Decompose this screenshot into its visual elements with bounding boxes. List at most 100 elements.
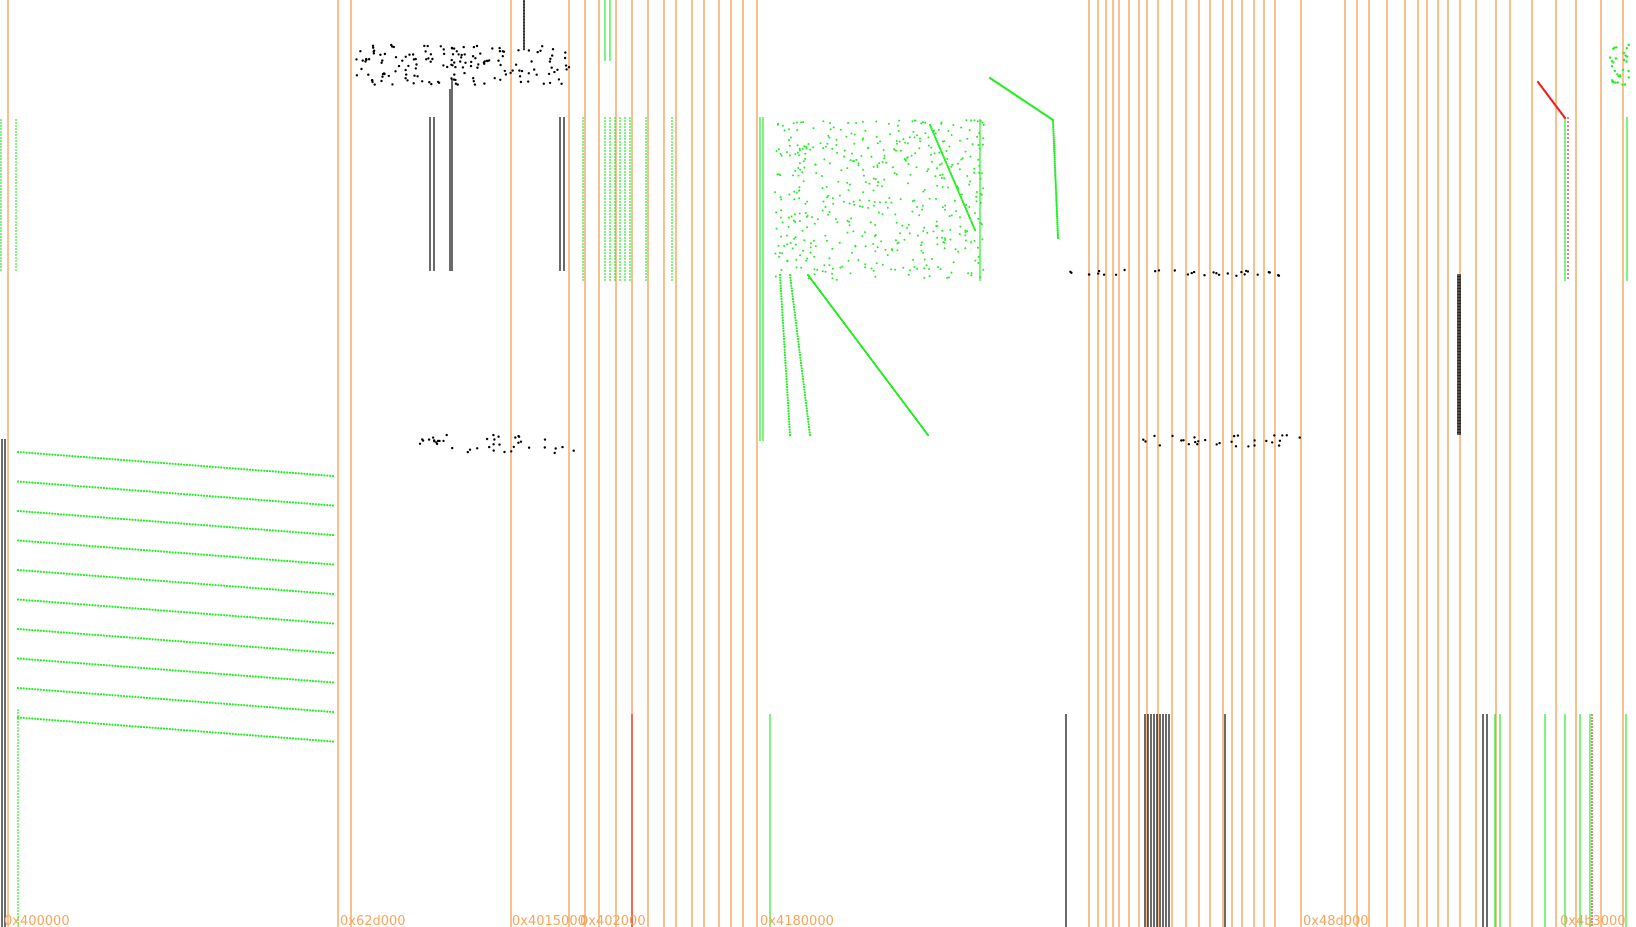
access-point	[1, 841, 3, 843]
access-point	[223, 673, 226, 676]
access-point	[429, 221, 431, 223]
access-point	[629, 132, 631, 134]
access-point	[789, 276, 792, 279]
access-point	[831, 197, 834, 200]
access-point	[17, 811, 19, 813]
access-point	[331, 504, 335, 507]
access-point	[1, 769, 3, 771]
access-point	[759, 161, 761, 163]
access-point	[559, 237, 561, 239]
access-point	[108, 516, 111, 520]
access-point	[88, 662, 91, 666]
access-point	[759, 183, 761, 185]
access-point	[881, 185, 884, 188]
access-point	[291, 589, 294, 593]
access-point	[1, 619, 3, 621]
access-point	[759, 407, 761, 409]
access-point	[1055, 209, 1058, 212]
access-point	[1147, 738, 1149, 740]
access-point	[271, 617, 274, 621]
access-point	[762, 401, 764, 403]
access-point	[875, 135, 878, 138]
access-point	[857, 162, 860, 165]
access-point	[614, 123, 616, 125]
access-point	[283, 648, 286, 651]
access-point	[563, 125, 565, 127]
access-point	[1, 705, 3, 707]
access-point	[331, 651, 335, 655]
access-point	[449, 257, 451, 259]
access-point	[323, 533, 326, 536]
access-point	[1065, 822, 1067, 824]
access-point	[451, 137, 453, 139]
access-point	[878, 211, 880, 214]
access-point	[4, 641, 6, 643]
access-point	[228, 614, 231, 617]
access-point	[266, 617, 269, 620]
access-point	[452, 78, 456, 81]
access-point	[559, 145, 561, 147]
access-point	[779, 281, 782, 285]
access-point	[97, 486, 100, 489]
access-point	[979, 157, 981, 159]
access-point	[759, 283, 761, 285]
access-point	[609, 53, 611, 55]
access-point	[523, 0, 525, 1]
access-point	[65, 661, 68, 664]
access-point	[614, 120, 616, 122]
access-point	[183, 729, 186, 732]
access-point	[1052, 138, 1055, 141]
access-point	[769, 794, 771, 796]
access-point	[4, 783, 6, 785]
access-point	[1, 537, 3, 539]
access-point	[423, 44, 426, 48]
access-point	[1, 553, 3, 555]
access-point	[1150, 742, 1152, 744]
access-point	[759, 415, 761, 417]
access-point	[45, 689, 48, 692]
access-point	[614, 135, 616, 137]
access-point	[71, 543, 74, 546]
access-point	[4, 507, 6, 509]
access-point	[451, 219, 453, 221]
access-point	[1147, 880, 1149, 882]
access-point	[619, 168, 621, 170]
access-point	[769, 782, 771, 784]
access-point	[759, 341, 761, 343]
access-point	[631, 878, 633, 880]
access-point	[183, 522, 186, 525]
access-point	[645, 201, 647, 203]
access-point	[759, 377, 761, 379]
access-point	[793, 313, 797, 317]
access-point	[959, 139, 961, 142]
access-point	[280, 559, 283, 562]
access-point	[769, 766, 771, 768]
access-point	[251, 586, 254, 590]
access-point	[17, 820, 19, 822]
access-point	[300, 590, 303, 593]
access-point	[979, 225, 981, 227]
access-point	[973, 167, 976, 170]
access-point	[429, 197, 431, 199]
access-point	[1, 635, 3, 637]
access-point	[1147, 824, 1149, 826]
access-point	[57, 454, 60, 457]
access-point	[609, 132, 611, 134]
access-point	[604, 222, 606, 224]
access-point	[788, 428, 791, 431]
access-point	[523, 44, 525, 46]
access-point	[51, 512, 54, 515]
access-point	[787, 128, 790, 131]
access-point	[793, 198, 796, 201]
access-point	[1144, 808, 1146, 810]
access-point	[787, 407, 790, 410]
access-point	[671, 273, 673, 275]
access-point	[523, 27, 525, 30]
access-point	[762, 271, 764, 273]
access-point	[314, 532, 317, 535]
access-point	[614, 204, 616, 206]
access-point	[268, 617, 272, 620]
access-point	[0, 203, 2, 205]
access-point	[234, 467, 237, 470]
access-point	[1147, 820, 1149, 822]
